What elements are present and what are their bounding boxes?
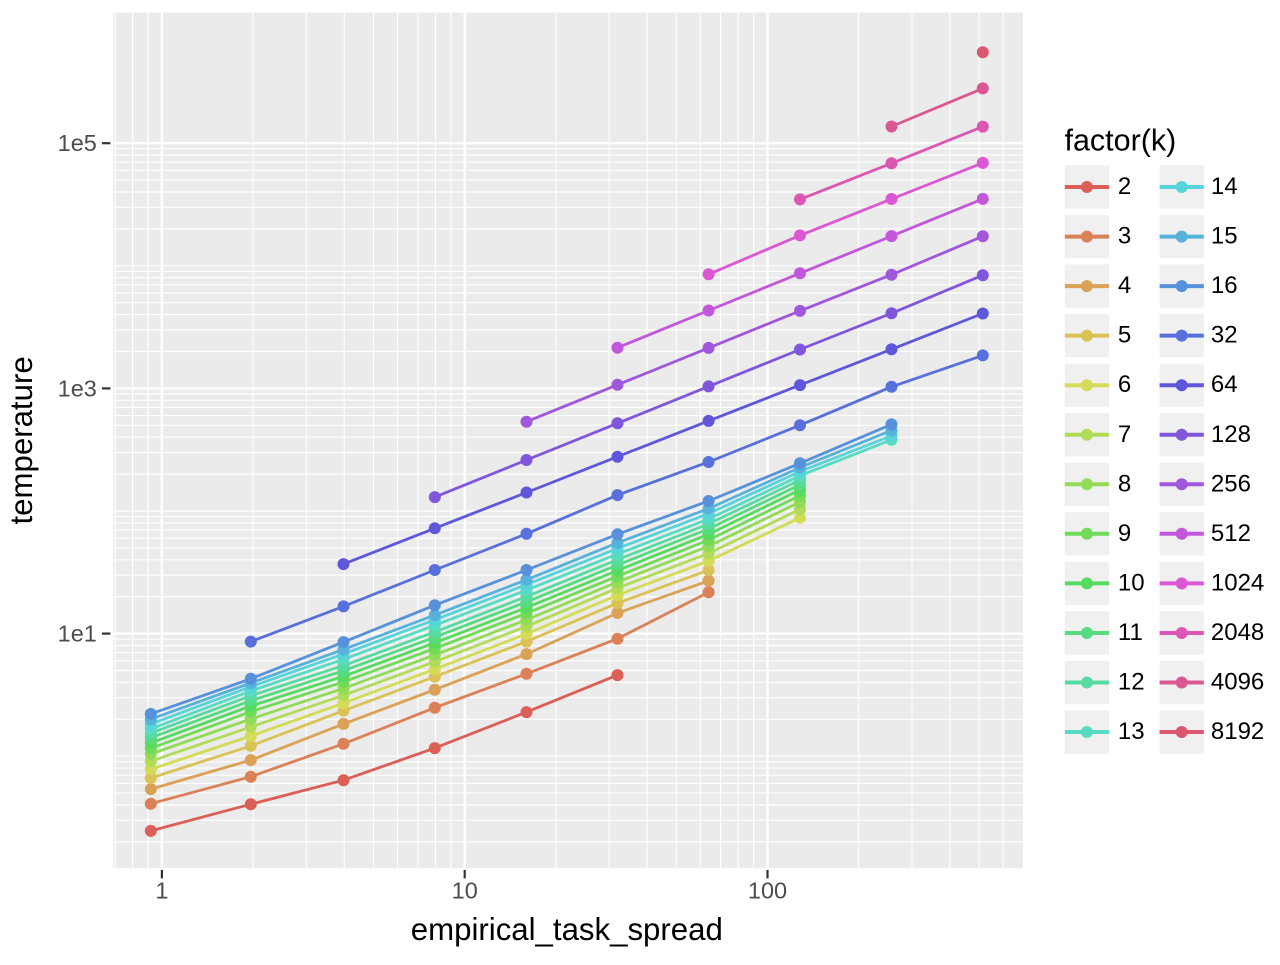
svg-text:12: 12 (1118, 669, 1145, 696)
svg-text:15: 15 (1211, 223, 1238, 250)
svg-text:4096: 4096 (1211, 669, 1264, 696)
svg-text:256: 256 (1211, 470, 1251, 497)
svg-text:128: 128 (1211, 421, 1251, 448)
svg-text:10: 10 (452, 878, 478, 904)
svg-text:5: 5 (1118, 322, 1131, 349)
svg-text:14: 14 (1211, 173, 1238, 200)
svg-text:4: 4 (1118, 272, 1131, 299)
svg-text:9: 9 (1118, 520, 1131, 547)
svg-text:2: 2 (1118, 173, 1131, 200)
svg-text:1e5: 1e5 (58, 130, 97, 156)
svg-text:8192: 8192 (1211, 718, 1264, 745)
svg-text:1024: 1024 (1211, 569, 1264, 596)
svg-text:1: 1 (155, 878, 168, 904)
svg-text:13: 13 (1118, 718, 1145, 745)
svg-text:8: 8 (1118, 470, 1131, 497)
svg-text:64: 64 (1211, 371, 1238, 398)
svg-text:7: 7 (1118, 421, 1131, 448)
svg-text:100: 100 (748, 878, 787, 904)
svg-text:512: 512 (1211, 520, 1251, 547)
svg-text:1e1: 1e1 (58, 621, 97, 647)
svg-text:10: 10 (1118, 569, 1145, 596)
svg-text:empirical_task_spread: empirical_task_spread (411, 912, 723, 947)
svg-text:2048: 2048 (1211, 619, 1264, 646)
svg-text:factor(k): factor(k) (1065, 124, 1177, 158)
svg-text:16: 16 (1211, 272, 1238, 299)
svg-text:32: 32 (1211, 322, 1238, 349)
svg-text:temperature: temperature (4, 356, 39, 524)
svg-text:3: 3 (1118, 223, 1131, 250)
svg-text:1e3: 1e3 (58, 375, 97, 401)
svg-text:11: 11 (1118, 619, 1143, 646)
svg-text:6: 6 (1118, 371, 1131, 398)
